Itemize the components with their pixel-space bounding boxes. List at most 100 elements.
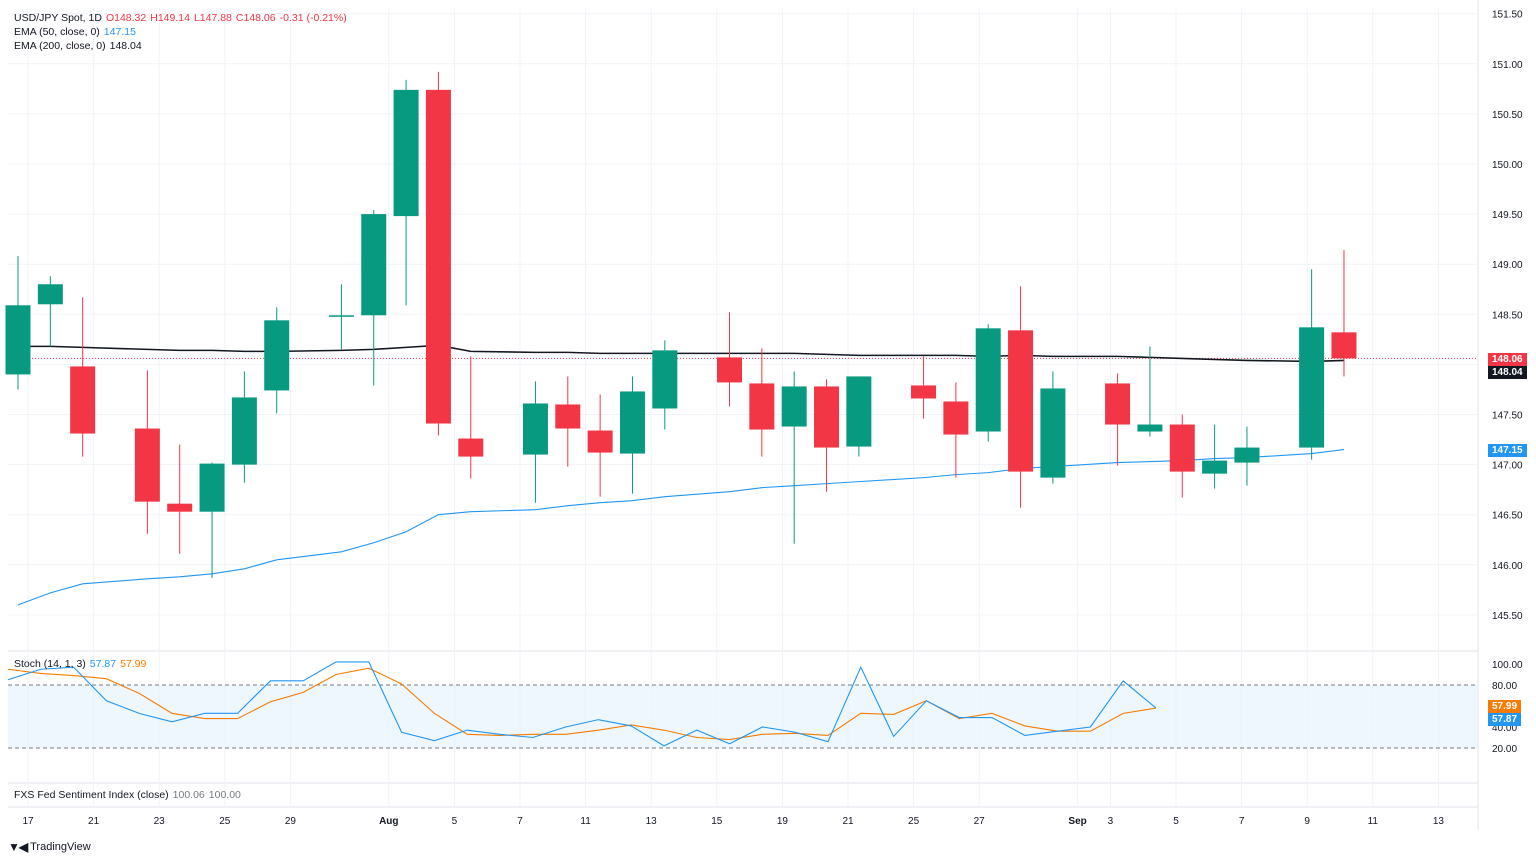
price-tick-label: 145.50 [1492,611,1523,622]
candle-body [231,397,257,465]
fxs-value-1: 100.06 [172,789,205,801]
stoch-tick-label: 80.00 [1492,681,1517,692]
price-tick-label: 148.50 [1492,310,1523,321]
candle-body [393,89,419,217]
candle-body [814,386,840,448]
x-tick-label: 7 [1239,816,1245,827]
price-legend: USD/JPY Spot, 1D O148.32 H149.14 L147.88 C14… [14,12,351,25]
x-tick-label: 13 [646,816,658,827]
close-value: C148.06 [235,12,276,24]
x-tick-label: 21 [88,816,100,827]
candle-body [5,305,31,375]
price-tick-label: 150.00 [1492,160,1523,171]
stoch-k-tag: 57.87 [1488,713,1522,726]
ema50-legend: EMA (50, close, 0) 147.15 [14,26,140,39]
ema200-price-tag: 148.04 [1488,366,1527,379]
price-tick-label: 147.50 [1492,411,1523,422]
price-tick-label: 150.50 [1492,110,1523,121]
candle-body [134,428,160,502]
x-tick-label: 3 [1108,816,1114,827]
low-value: L147.88 [193,12,232,24]
candle-body [619,391,645,454]
stoch-d-tag: 57.99 [1488,700,1522,713]
price-tick-label: 146.50 [1492,511,1523,522]
price-tick-label: 151.00 [1492,60,1523,71]
price-tick-label: 149.00 [1492,260,1523,271]
symbol-label: USD/JPY Spot, 1D [14,12,102,24]
price-tick-label: 149.50 [1492,210,1523,221]
candle-body [1234,447,1260,463]
tradingview-logo-icon: ▼◀ [8,840,28,854]
ema50-price-tag: 147.15 [1488,444,1527,457]
x-tick-label: 11 [1368,816,1379,827]
x-tick-label: 25 [908,816,920,827]
candle-body [781,386,807,427]
candle-body [1331,332,1357,359]
candle-body [425,89,451,424]
candle-body [167,503,193,512]
x-tick-label: 25 [219,816,231,827]
fxs-label: FXS Fed Sentiment Index (close) [14,789,169,801]
candle-body [1137,424,1163,432]
x-tick-label: 23 [154,816,166,827]
high-value: H149.14 [150,12,190,24]
x-tick-label: 5 [1173,816,1179,827]
last-price-tag: 148.06 [1488,353,1527,366]
stoch-d-value: 57.99 [120,658,147,670]
ema50-line [17,449,1345,606]
candle-body [555,404,581,429]
candle-body [522,403,548,455]
stoch-k-value: 57.87 [89,658,117,670]
ema50-label: EMA (50, close, 0) [14,26,100,38]
x-tick-label: Aug [379,816,398,827]
x-tick-label: 5 [452,816,458,827]
candle-body [1299,327,1325,448]
candle-body [328,315,354,317]
price-tick-label: 147.00 [1492,461,1523,472]
stoch-label: Stoch (14, 1, 3) [14,658,86,670]
x-tick-label: 29 [285,816,297,827]
candle-body [716,357,742,383]
ema200-label: EMA (200, close, 0) [14,40,106,52]
candle-body [199,463,225,512]
candle-body [846,376,872,447]
x-tick-label: 7 [517,816,523,827]
open-value: O148.32 [105,12,147,24]
price-tick-label: 146.00 [1492,561,1523,572]
stoch-band [8,685,1478,748]
x-tick-label: Sep [1068,816,1086,827]
stoch-tick-label: 40.00 [1492,723,1517,734]
stoch-tick-label: 20.00 [1492,744,1517,755]
x-tick-label: 13 [1433,816,1445,827]
candle-body [911,385,937,399]
x-tick-label: 15 [711,816,723,827]
x-tick-label: 11 [580,816,591,827]
tradingview-label: TradingView [30,841,91,853]
candle-body [37,284,63,305]
candle-body [264,320,290,391]
x-tick-label: 17 [22,816,34,827]
x-tick-label: 19 [777,816,789,827]
ema50-value: 147.15 [103,26,136,38]
x-tick-label: 9 [1304,816,1310,827]
candle-body [458,438,484,457]
candle-body [70,366,96,434]
candle-body [749,383,775,430]
ema200-value: 148.04 [109,40,142,52]
candle-body [1040,388,1066,478]
tradingview-watermark: ▼◀ TradingView [8,840,91,854]
fxs-value-2: 100.00 [208,789,241,801]
candle-body [652,350,678,409]
candle-body [361,214,387,316]
fxs-legend: FXS Fed Sentiment Index (close) 100.06 100… [14,789,245,802]
x-tick-label: 27 [974,816,986,827]
candle-body [975,328,1001,432]
candle-body [1105,383,1131,425]
candle-body [943,401,969,435]
stoch-legend: Stoch (14, 1, 3) 57.87 57.99 [14,658,150,671]
x-tick-label: 21 [842,816,854,827]
candle-body [1008,330,1034,472]
stoch-tick-label: 100.00 [1492,660,1523,671]
change-value: -0.31 (-0.21%) [279,12,347,24]
